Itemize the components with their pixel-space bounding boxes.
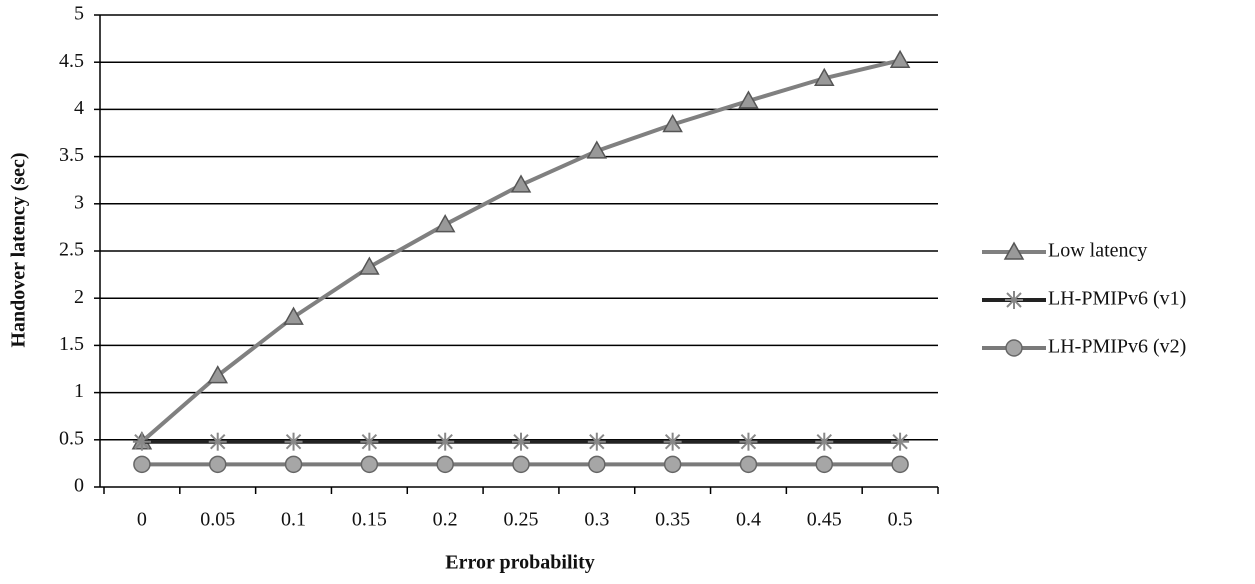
marker-stroke — [134, 433, 150, 450]
marker — [587, 432, 606, 451]
y-tick-label: 4 — [74, 97, 84, 119]
marker — [360, 432, 379, 451]
marker — [663, 455, 682, 474]
marker-stroke — [513, 433, 529, 450]
marker — [512, 432, 530, 451]
x-tick-label: 0.45 — [807, 509, 842, 531]
marker — [1003, 241, 1025, 260]
x-tick-label: 0.05 — [200, 509, 235, 531]
marker — [738, 90, 759, 109]
marker — [588, 455, 606, 474]
x-tick-label: 0.2 — [433, 509, 458, 531]
marker — [1005, 291, 1023, 309]
y-tick-label: 0 — [74, 475, 84, 497]
y-tick-label: 1 — [74, 380, 84, 402]
marker — [434, 214, 456, 233]
marker — [359, 256, 380, 275]
marker-stroke — [361, 433, 378, 450]
x-axis-title: Error probability — [445, 552, 594, 574]
marker — [436, 455, 454, 474]
marker — [815, 455, 834, 474]
legend-label: LH-PMIPv6 (v2) — [1048, 336, 1186, 358]
x-tick-label: 0.1 — [281, 509, 306, 531]
marker-stroke — [210, 433, 226, 450]
x-tick-label: 0.4 — [736, 509, 761, 531]
marker-stroke — [589, 433, 605, 450]
x-tick-label: 0 — [137, 509, 147, 531]
x-tick-label: 0.3 — [584, 509, 609, 531]
y-tick-label: 0.5 — [59, 427, 84, 449]
y-axis-title: Handover latency (sec) — [8, 152, 30, 347]
x-tick-label: 0.15 — [352, 509, 387, 531]
y-tick-label: 1.5 — [59, 333, 84, 355]
marker-stroke — [437, 433, 453, 450]
marker-stroke — [285, 433, 302, 450]
marker — [891, 455, 909, 474]
marker — [586, 140, 608, 159]
legend-label: Low latency — [1048, 240, 1147, 262]
marker — [283, 306, 304, 325]
marker — [813, 67, 835, 86]
marker-stroke — [892, 433, 908, 450]
marker — [889, 49, 911, 69]
marker — [360, 455, 379, 474]
x-tick-label: 0.25 — [504, 509, 539, 531]
marker — [739, 432, 758, 451]
legend-label: LH-PMIPv6 (v1) — [1048, 288, 1186, 310]
marker — [510, 174, 532, 193]
marker-stroke — [816, 433, 832, 450]
marker — [1005, 339, 1023, 357]
marker — [891, 432, 910, 451]
marker — [436, 432, 455, 451]
marker — [284, 432, 303, 451]
marker — [663, 432, 682, 451]
marker-stroke — [740, 433, 757, 450]
y-tick-label: 2 — [74, 286, 84, 308]
marker — [132, 432, 151, 451]
marker — [208, 455, 227, 474]
y-tick-label: 3 — [74, 191, 84, 213]
marker — [284, 455, 303, 474]
marker — [815, 432, 834, 451]
y-tick-label: 5 — [74, 3, 84, 25]
marker — [512, 455, 530, 474]
marker — [662, 113, 683, 133]
marker — [133, 455, 151, 474]
marker-stroke — [1006, 292, 1022, 308]
x-tick-label: 0.35 — [655, 509, 690, 531]
y-tick-label: 2.5 — [59, 239, 84, 261]
marker — [208, 432, 227, 451]
marker — [207, 365, 229, 384]
marker-stroke — [664, 433, 681, 450]
y-tick-label: 4.5 — [59, 50, 84, 72]
y-tick-label: 3.5 — [59, 144, 84, 166]
marker — [739, 455, 758, 474]
x-tick-label: 0.5 — [888, 509, 913, 531]
